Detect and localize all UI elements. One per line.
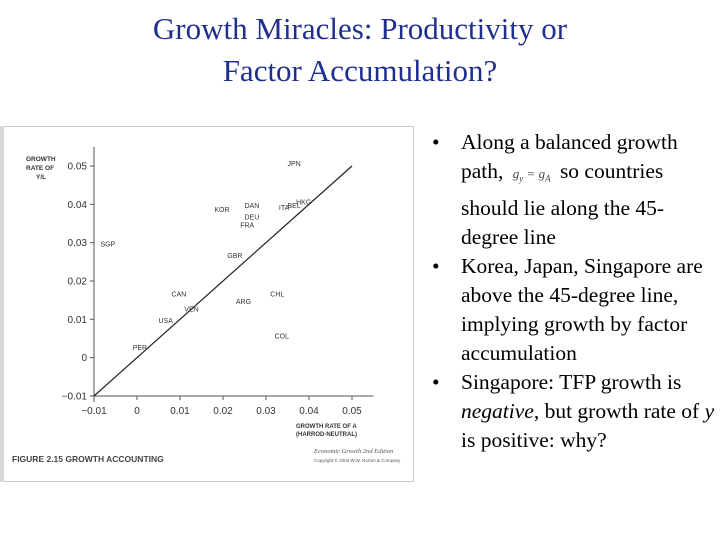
y-axis-ticks: 0.05 0.04 0.03 0.02 0.01 0 −0.01 [62, 162, 94, 403]
equation-ga-subscript: A [545, 173, 551, 184]
bullet-marker: • [432, 369, 440, 394]
y-tick-label: −0.01 [62, 392, 88, 403]
figure-source-line-1: Economic Growth 2nd Edition [313, 448, 393, 455]
country-point-per: PER [133, 345, 147, 352]
bullet-factor-accumulation: • Korea, Japan, Singapore are above the … [430, 252, 720, 368]
bullet-marker: • [432, 130, 440, 154]
bullet-1-text-a: Along a balanced growth path, [461, 130, 678, 183]
bullet-3-text-b: , but growth rate of [533, 398, 700, 423]
x-tick-label: 0.01 [170, 406, 190, 417]
y-axis-label-line-1: GROWTH [26, 156, 56, 163]
bullet-singapore-tfp: • Singapore: TFP growth is negative, but… [430, 368, 720, 455]
country-point-gbr: GBR [227, 253, 242, 260]
x-tick-label: 0.05 [342, 406, 362, 417]
country-point-chl: CHL [270, 291, 284, 298]
equation-gy-subscript: y [519, 173, 524, 184]
bullet-marker: • [432, 253, 440, 278]
scatter-chart: GROWTH RATE OF Y/L −0.01 0 0.01 0.02 0.03 0.0… [0, 126, 414, 482]
y-tick-label: 0.04 [68, 200, 88, 211]
bullet-list: • Along a balanced growth path, gy = gA … [430, 128, 720, 455]
country-point-can: CAN [171, 291, 186, 298]
country-point-col: COL [275, 334, 290, 341]
equation-equals: = [526, 166, 536, 181]
y-tick-label: 0 [81, 353, 87, 364]
y-tick-label: 0.02 [68, 277, 88, 288]
country-point-fra: FRA [240, 222, 254, 229]
country-point-kor: KOR [214, 207, 229, 214]
x-tick-label: 0.02 [213, 406, 233, 417]
country-point-ita: ITA [279, 205, 290, 212]
slide-title-line-1: Growth Miracles: Productivity or [152, 11, 568, 46]
growth-equation: gy = gA [513, 159, 551, 194]
figure-caption: FIGURE 2.15 GROWTH ACCOUNTING [12, 454, 164, 464]
bullet-3-text-a: Singapore: TFP growth is [461, 369, 682, 394]
bullet-balanced-growth: • Along a balanced growth path, gy = gA … [430, 128, 720, 252]
country-point-jpn: JPN [288, 161, 301, 168]
country-point-sgp: SGP [100, 242, 115, 249]
growth-accounting-figure: GROWTH RATE OF Y/L −0.01 0 0.01 0.02 0.03 0.0… [0, 126, 414, 482]
y-tick-label: 0.05 [68, 162, 88, 173]
x-tick-label: 0.04 [299, 406, 319, 417]
equation-ga: g [538, 166, 546, 181]
y-axis-label-line-3: Y/L [36, 174, 46, 181]
x-axis-ticks: −0.01 0 0.01 0.02 0.03 0.04 0.05 [81, 396, 362, 417]
country-point-arg: ARG [236, 299, 251, 306]
country-point-deu: DEU [245, 215, 260, 222]
y-tick-label: 0.03 [68, 238, 88, 249]
figure-source-line-2: Copyright © 2004 W.W. Norton & Company [314, 457, 401, 463]
equation-gy: g [512, 166, 520, 181]
x-tick-label: −0.01 [81, 406, 107, 417]
figure-edge-shade [0, 126, 4, 482]
45-degree-line [93, 165, 353, 397]
country-point-hkg: HKG [296, 199, 311, 206]
x-axis-label-line-2: (HARROD-NEUTRAL) [296, 432, 357, 438]
country-point-usa: USA [159, 318, 174, 325]
slide-title: Growth Miracles: Productivity or Factor … [0, 8, 720, 92]
bullet-3-emphasis-y: y [704, 398, 715, 423]
bullet-2-text: Korea, Japan, Singapore are above the 45… [461, 253, 703, 365]
x-axis-label-line-1: GROWTH RATE OF A [296, 424, 357, 430]
bullet-1-text-b: so countries should lie along the 45-deg… [461, 159, 665, 249]
y-tick-label: 0.01 [68, 315, 88, 326]
slide-title-line-2: Factor Accumulation? [222, 53, 498, 88]
bullet-3-text-c: is positive: why? [461, 427, 607, 452]
bullet-3-emphasis-negative: negative [461, 398, 534, 423]
x-tick-label: 0.03 [256, 406, 276, 417]
country-point-bel: BEL [288, 203, 301, 210]
x-tick-label: 0 [134, 406, 140, 417]
country-point-ven: VEN [184, 307, 198, 314]
y-axis-label-line-2: RATE OF [26, 165, 54, 172]
figure-frame [0, 126, 414, 482]
country-point-dan: DAN [245, 203, 260, 210]
